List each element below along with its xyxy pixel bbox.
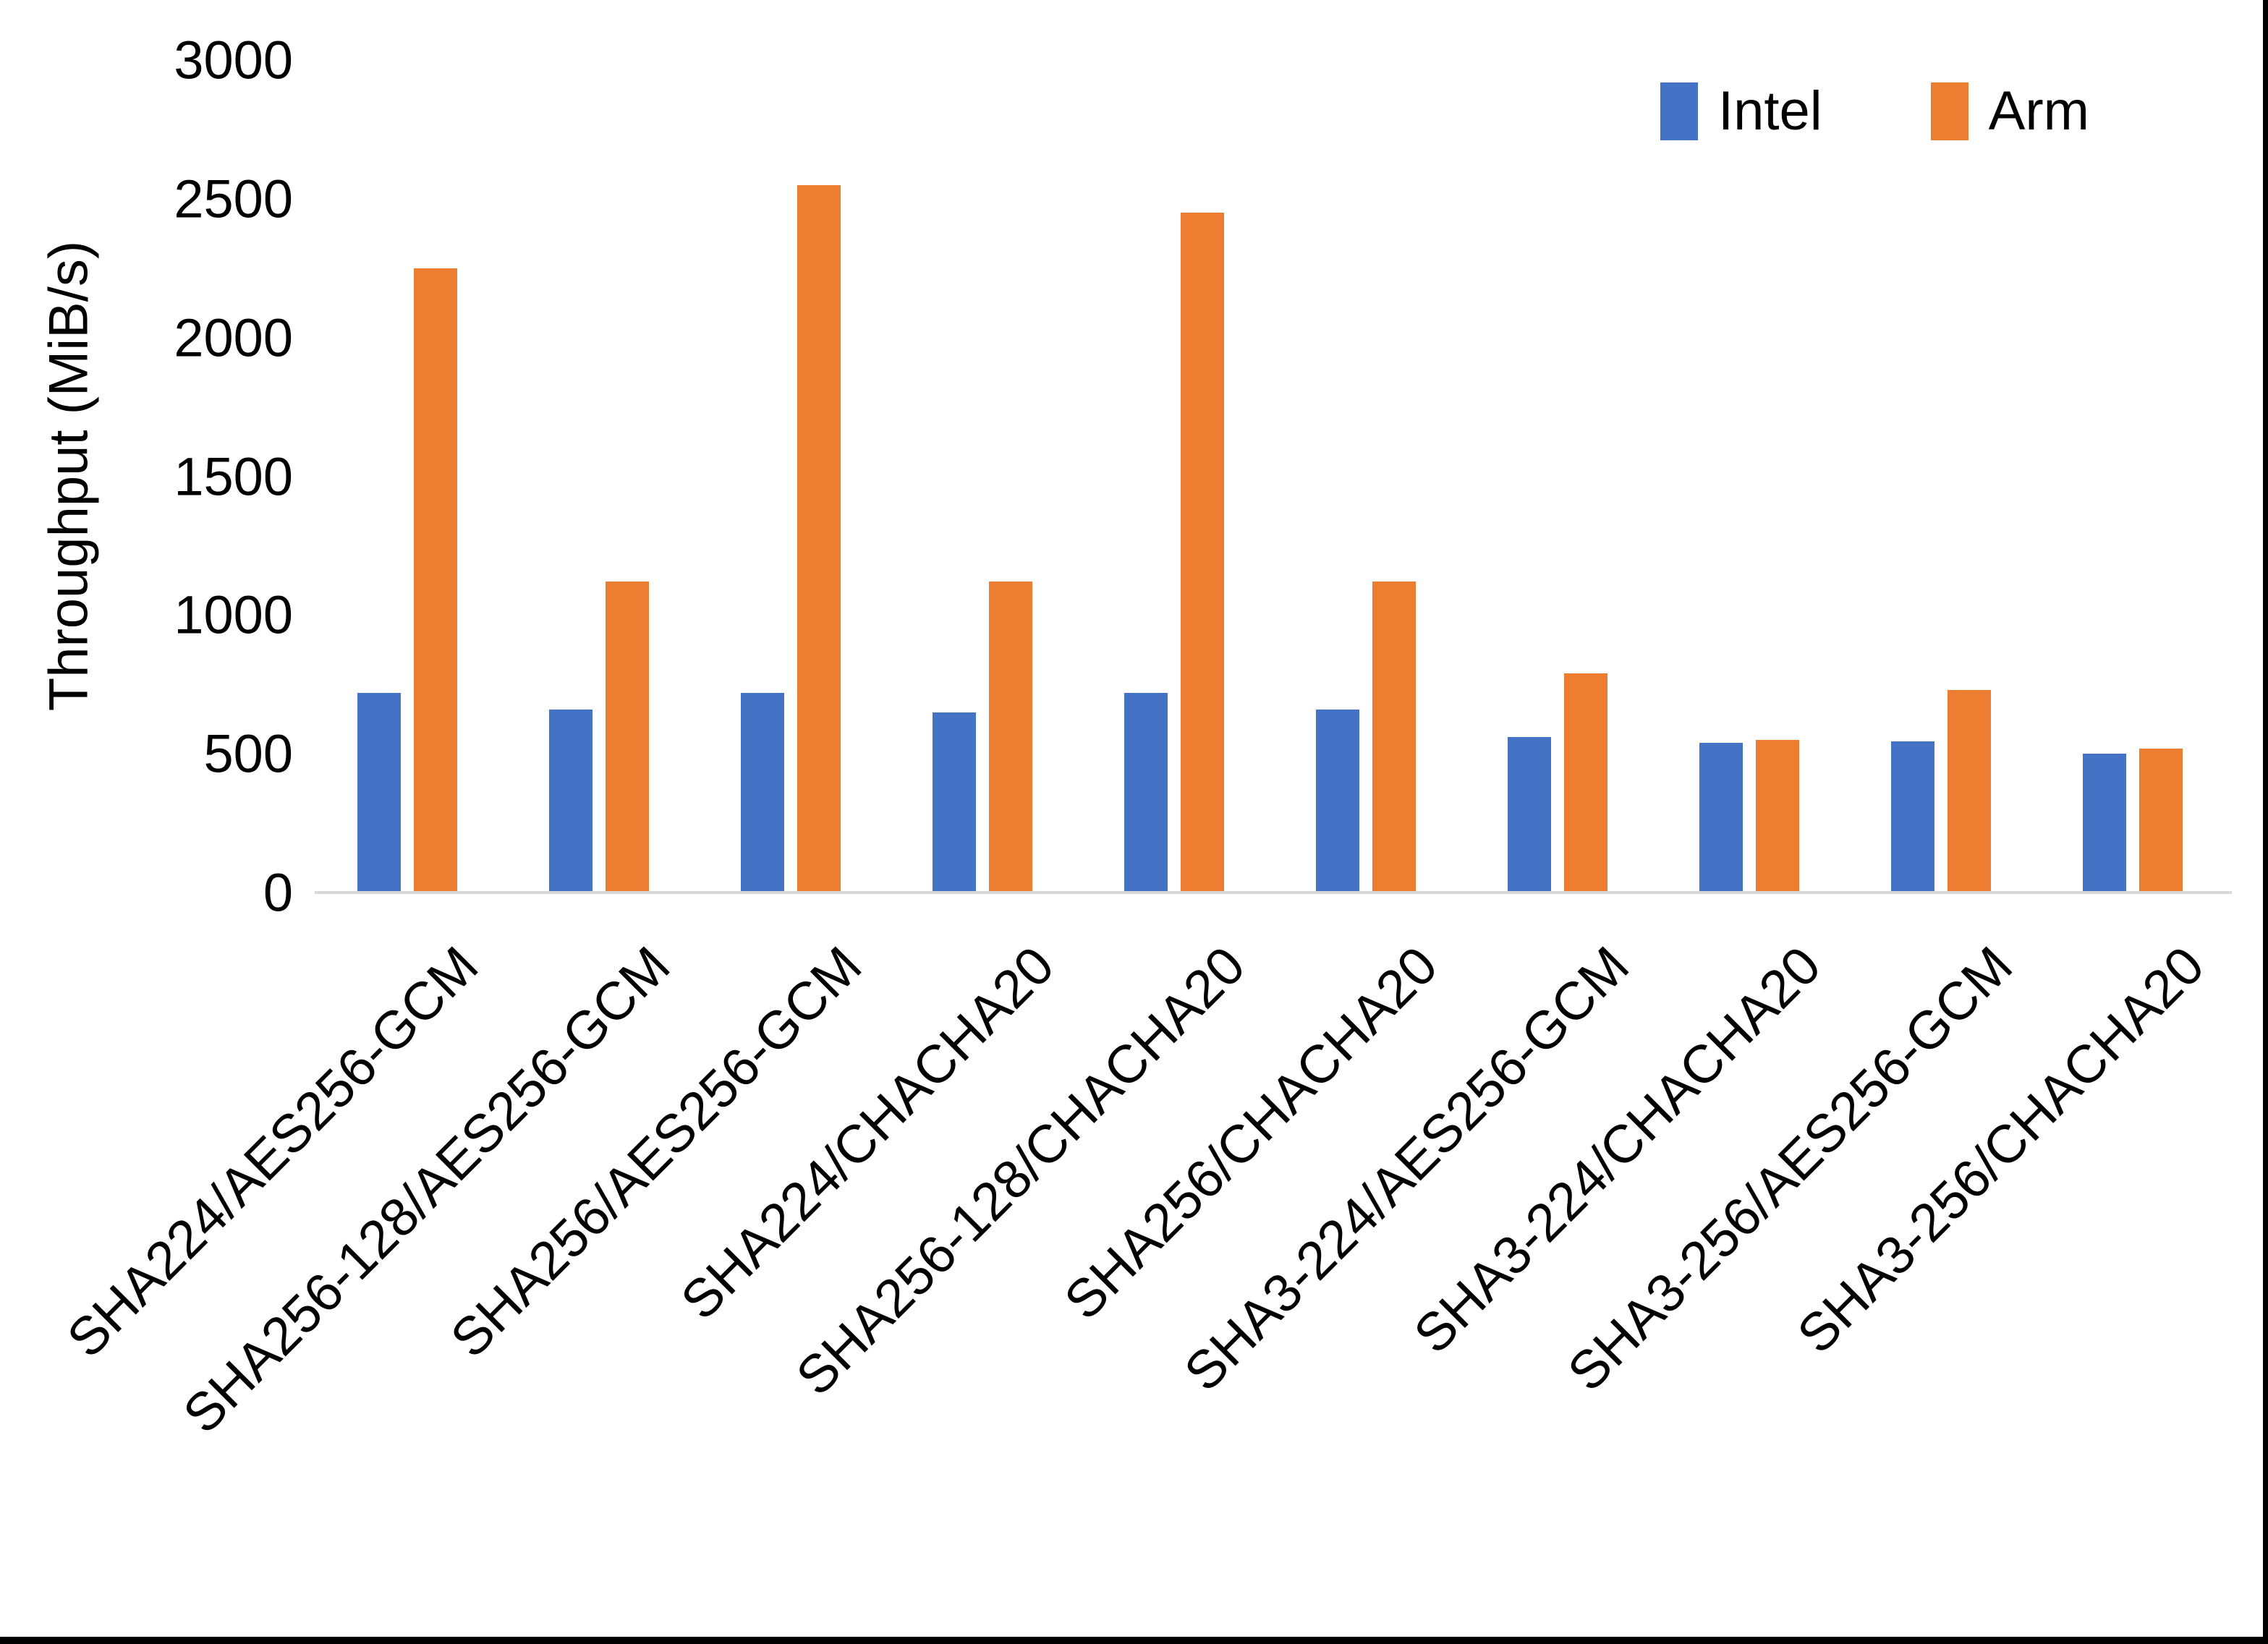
bar-intel [1507, 737, 1551, 893]
y-tick-label: 0 [263, 862, 293, 923]
arm-legend-label: Arm [1988, 80, 2089, 142]
bar-group [886, 60, 1078, 893]
page-edge-right [2263, 0, 2268, 1644]
bar-arm [1947, 689, 1991, 893]
y-axis-tick-labels: 0 500 1000 1500 2000 2500 3000 [0, 30, 293, 923]
bar-group [2036, 60, 2228, 893]
bar-arm [1180, 213, 1224, 893]
legend: Intel Arm [1660, 80, 2089, 142]
x-axis-line [315, 891, 2232, 894]
intel-legend-swatch [1660, 82, 1698, 140]
plot-area [311, 60, 2228, 893]
y-tick-label: 2500 [174, 169, 293, 229]
bar-group [1461, 60, 1653, 893]
bar-arm [2139, 748, 2183, 893]
bar-group [1270, 60, 1461, 893]
x-category-label: SHA224/CHACHA20 [668, 934, 1065, 1331]
bar-intel [2082, 754, 2126, 893]
bar-group [1653, 60, 1845, 893]
arm-legend-swatch [1930, 82, 1968, 140]
x-axis-category-labels: SHA224/AES256-GCM SHA256-128/AES256-GCM SH… [56, 934, 2228, 1585]
bar-intel [740, 692, 784, 893]
y-tick-label: 3000 [174, 30, 293, 90]
bar-arm [1755, 739, 1799, 893]
bar-intel [1124, 692, 1168, 893]
bar-intel [548, 709, 593, 893]
bar-arm [1563, 673, 1607, 893]
intel-legend-label: Intel [1718, 80, 1822, 142]
bar-arm [605, 582, 649, 893]
bar-arm [413, 268, 457, 893]
y-tick-label: 1000 [174, 584, 293, 645]
bar-group [695, 60, 886, 893]
bar-intel [1890, 741, 1934, 893]
legend-item-arm: Arm [1930, 80, 2089, 142]
legend-item-intel: Intel [1660, 80, 1822, 142]
bar-group [1078, 60, 1270, 893]
bar-intel [1315, 709, 1359, 893]
bar-arm [797, 184, 841, 893]
bar-arm [988, 582, 1032, 893]
bar-group [311, 60, 503, 893]
y-tick-label: 1500 [174, 446, 293, 506]
bar-arm [1372, 582, 1416, 893]
x-category-label: SHA256/CHACHA20 [1052, 934, 1448, 1331]
y-tick-label: 2000 [174, 307, 293, 368]
page-edge-bottom [0, 1637, 2268, 1644]
bar-intel [357, 692, 401, 893]
bar-intel [1699, 742, 1743, 893]
bar-intel [932, 712, 976, 893]
y-tick-label: 500 [203, 723, 293, 784]
bar-group [1845, 60, 2036, 893]
bar-group [503, 60, 695, 893]
